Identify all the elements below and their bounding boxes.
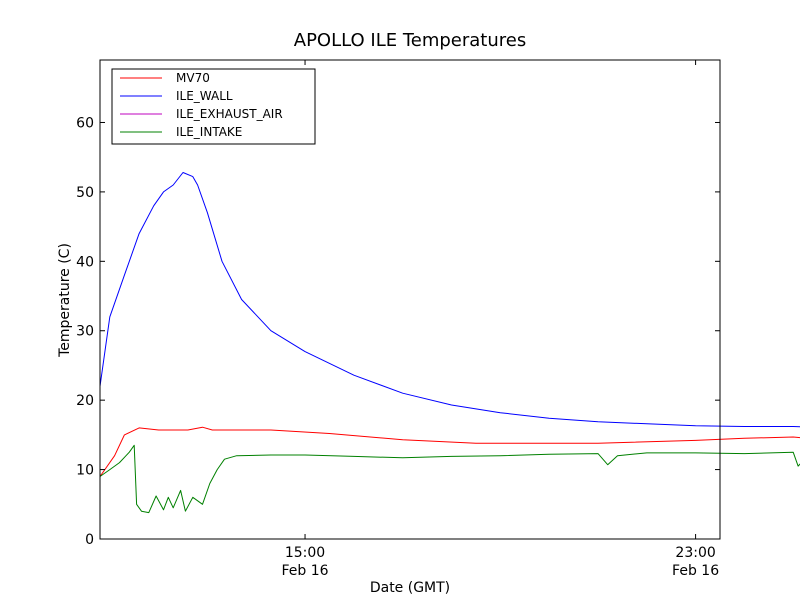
series-line-ile-intake — [99, 444, 800, 514]
x-tick-label-time: 15:00 — [285, 545, 325, 561]
y-tick-label: 0 — [85, 532, 94, 548]
legend-label-ile-intake: ILE_INTAKE — [176, 125, 242, 139]
y-tick-label: 10 — [76, 463, 94, 479]
series-line-mv70 — [99, 426, 800, 477]
x-tick-label-date: Feb 16 — [672, 563, 719, 579]
x-axis-label: Date (GMT) — [370, 580, 450, 596]
x-tick-label-date: Feb 16 — [282, 563, 329, 579]
y-tick-label: 60 — [76, 115, 94, 131]
y-axis-label: Temperature (C) — [57, 243, 73, 358]
y-tick-label: 20 — [76, 393, 94, 409]
y-tick-label: 50 — [76, 185, 94, 201]
y-axis-ticks: 0 10 20 30 40 50 60 — [76, 115, 720, 548]
legend: MV70 ILE_WALL ILE_EXHAUST_AIR ILE_INTAKE — [111, 68, 316, 145]
x-tick-label-time: 23:00 — [675, 545, 715, 561]
legend-label-ile-wall: ILE_WALL — [176, 89, 233, 103]
series-line-ile-wall — [99, 172, 800, 428]
plot-area — [99, 172, 800, 514]
y-tick-label: 30 — [76, 324, 94, 340]
y-tick-label: 40 — [76, 254, 94, 270]
legend-label-mv70: MV70 — [176, 71, 210, 85]
legend-label-ile-exhaust-air: ILE_EXHAUST_AIR — [176, 107, 283, 121]
chart-title: APOLLO ILE Temperatures — [294, 30, 526, 51]
plot-frame — [99, 59, 721, 540]
